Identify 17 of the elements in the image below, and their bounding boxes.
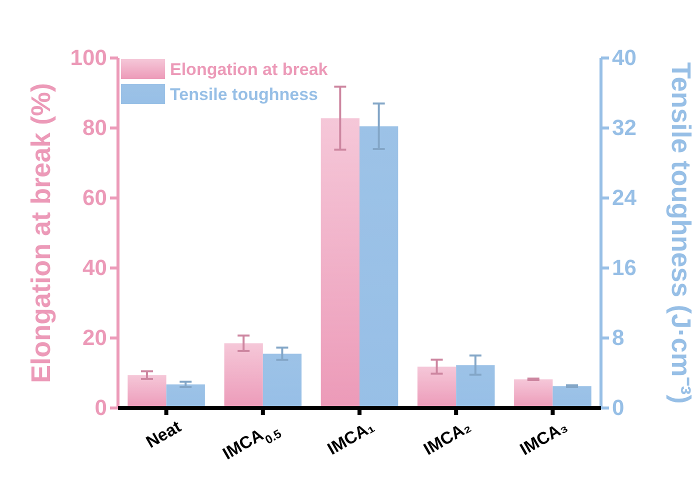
y-tick-label: 20 [82,325,107,350]
x-tick-label: Neat [142,416,185,452]
y2-tick-label: 8 [612,325,624,350]
y-tick-label: 100 [70,45,107,70]
y-axis-title: Elongation at break (%) [26,82,56,384]
y-tick-label: 60 [82,185,107,210]
y2-tick-label: 24 [612,185,638,210]
y2-tick-label: 32 [612,115,636,140]
y2-axis-title: Tensile toughness (J·cm⁻³) [666,62,696,404]
y-tick-label: 40 [82,255,107,280]
y2-tick-label: 16 [612,255,636,280]
legend-label: Elongation at break [170,60,328,79]
y-tick-label: 80 [82,115,107,140]
legend-label: Tensile toughness [170,85,318,104]
y2-tick-label: 40 [612,45,636,70]
y-tick-label: 0 [94,395,107,420]
y2-tick-label: 0 [612,395,624,420]
